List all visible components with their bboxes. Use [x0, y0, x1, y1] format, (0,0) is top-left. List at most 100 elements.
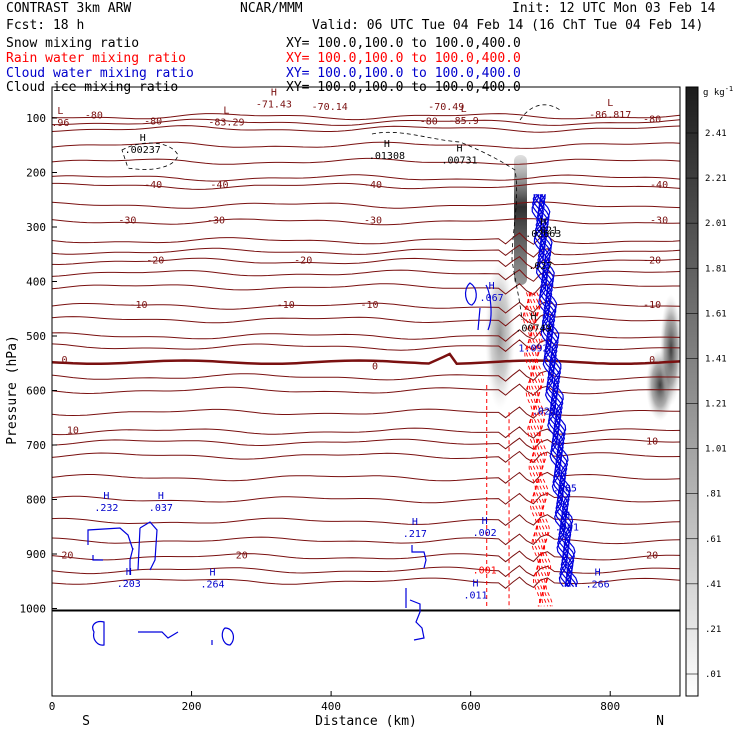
contour-value-label: -40: [364, 180, 382, 191]
cloud_water-label: H.232: [94, 491, 118, 514]
extremum-marker: H: [140, 133, 146, 144]
isotherm-line: [51, 339, 681, 352]
isotherm-line: [51, 383, 680, 396]
cloud-water-contour: [538, 193, 575, 588]
contour-value-label: -71.43: [256, 99, 292, 110]
extremum-marker: H: [540, 217, 546, 228]
isotherm-label: -20: [294, 255, 312, 266]
contour-value-label: .02663: [525, 229, 561, 240]
colorbar-level-label: 2.41: [705, 129, 727, 139]
isotherm-line: [51, 300, 681, 314]
isotherm-line: [51, 492, 681, 505]
hydrometeor-contours: [87, 104, 578, 646]
contour-value-label: .027: [528, 261, 552, 272]
extremum-marker: H: [482, 516, 488, 527]
extremum-marker: L: [461, 104, 467, 115]
contour-value-label: -70.14: [312, 102, 348, 113]
y-tick-label: 500: [26, 330, 46, 343]
isotherm-line: [51, 533, 681, 546]
cloud_water-label: H.067: [480, 281, 504, 304]
x-tick-label: 0: [49, 700, 56, 713]
cloud_water-label: H.011: [464, 579, 488, 602]
extremum-marker: H: [489, 281, 495, 292]
contour-value-label: -10: [360, 300, 378, 311]
contour-value-label: 20: [236, 551, 248, 562]
isotherm-line: [51, 406, 680, 419]
extremum-marker: H: [271, 87, 277, 98]
cloud-water-contour: [405, 545, 427, 641]
isotherm-label: 0: [649, 355, 655, 366]
isotherm-line: [51, 550, 681, 563]
extremum-marker: L: [607, 98, 613, 109]
contour-value-label: .217: [403, 529, 427, 540]
isotherm-label: -10: [129, 300, 147, 311]
contour-value-label: .021: [534, 225, 558, 236]
y-tick-label: 600: [26, 385, 46, 398]
colorbar-level-label: 2.01: [705, 219, 727, 229]
contour-value-label: 0: [62, 355, 68, 366]
colorbar-labels: 2.41 2.21 2.01 1.81 1.61 1.41 1.21 1.01 .81 .61 .4…: [686, 129, 727, 680]
isotherm-line: [51, 125, 681, 133]
isotherm-label: 10: [646, 436, 658, 447]
y-tick-label: 800: [26, 494, 46, 507]
contour-value-label: .037: [149, 503, 173, 514]
extremum-marker: H: [473, 579, 479, 590]
plot-title: CONTRAST 3km ARW: [6, 1, 132, 16]
isotherm-label: 10: [67, 425, 79, 436]
extremum-marker: L: [223, 105, 229, 116]
contour-value-label: -40: [210, 180, 228, 191]
extremum-marker: H: [126, 567, 132, 578]
cloud_water-label: 1.092: [518, 344, 548, 355]
contour-value-label: .067: [480, 293, 504, 304]
temperature-extremum: H-71.43: [256, 87, 292, 110]
contour-value-label: -20: [643, 255, 661, 266]
contour-value-label: 10: [646, 436, 658, 447]
isotherm-line: [51, 327, 681, 342]
isotherm-line: [51, 471, 681, 484]
isotherm-line: [51, 141, 681, 149]
isotherm-label: -20: [643, 255, 661, 266]
isotherm-line: [51, 157, 681, 165]
x-tick-label: 800: [600, 700, 620, 713]
temperature-extremum: L-86.817: [589, 98, 631, 121]
colorbar-level-label: 1.41: [705, 354, 727, 364]
cloud_water-label: .085: [553, 484, 577, 495]
isotherm-label: -80: [643, 115, 661, 126]
legend-snow-name: Snow mixing ratio: [6, 36, 140, 51]
x-tick-label: 600: [461, 700, 481, 713]
contour-value-label: .232: [94, 503, 118, 514]
contour-value-label: .085: [553, 484, 577, 495]
isotherm-label: -30: [207, 216, 225, 227]
isotherm-label: 20: [646, 551, 658, 562]
contour-value-label: -80: [144, 116, 162, 127]
isotherm-label: 0: [372, 362, 378, 373]
contour-value-label: .001: [555, 522, 579, 533]
cloud-water-contour: [464, 282, 492, 331]
contour-value-label: -85.9: [449, 116, 479, 127]
extremum-marker: H: [103, 491, 109, 502]
isotherm-line: [51, 269, 681, 282]
isotherm-line: [51, 312, 681, 327]
extremum-marker: H: [456, 144, 462, 155]
cloud_water-label: H.203: [117, 567, 141, 590]
snow-contour: [519, 104, 561, 121]
contour-value-label: .01308: [369, 151, 405, 162]
extremum-marker: H: [595, 568, 601, 579]
isotherm-label: -30: [364, 216, 382, 227]
snow-label: H.00731: [441, 144, 477, 167]
contour-value-label: -70.49: [428, 102, 464, 113]
contour-labels: -80 -80 -80 -80 -40 -40 -40 -40 -30 -30 -30 -30 -20 -…: [51, 87, 668, 601]
rain-label: .001: [473, 565, 497, 576]
cloud_water-label: H.266: [586, 568, 610, 591]
extremum-marker: H: [564, 510, 570, 521]
isotherm-line: [51, 514, 681, 527]
colorbar-level-label: .61: [705, 535, 721, 545]
isotherm-line: [51, 244, 681, 258]
contour-value-label: .001: [473, 565, 497, 576]
temperature-extremum: L-85.9: [449, 104, 479, 127]
extremum-marker: H: [209, 568, 215, 579]
contour-value-label: -30: [207, 216, 225, 227]
snow-contour: [371, 131, 523, 321]
rain-contour: [533, 292, 551, 607]
contour-value-label: -86.817: [589, 110, 631, 121]
